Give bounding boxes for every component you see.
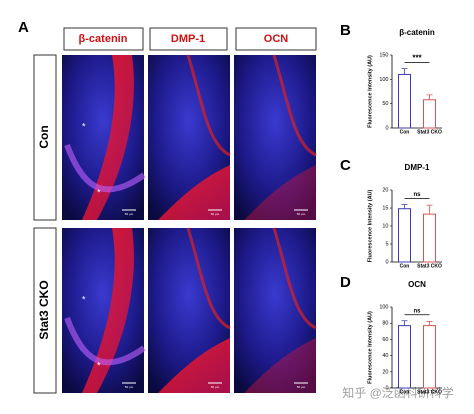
- significance-label: ns: [413, 192, 421, 198]
- header-box: [149, 27, 228, 51]
- red-edge: [272, 54, 317, 157]
- x-tick-label: Con: [400, 389, 410, 395]
- red-stain: [158, 338, 230, 393]
- error-bar: [426, 204, 433, 215]
- red-edge: [186, 54, 231, 157]
- y-tick-label: 20: [382, 369, 388, 375]
- bar: [423, 99, 436, 129]
- chart-title: β-catenin: [399, 28, 435, 37]
- panel-label: C: [340, 157, 351, 174]
- y-tick-label: 0: [385, 259, 388, 265]
- header-box: [63, 27, 144, 51]
- x-tick-label: Stat3 CKO: [417, 389, 442, 395]
- chart-title: DMP-1: [405, 163, 430, 172]
- header-box: [235, 27, 317, 51]
- image-marker: *: [97, 360, 101, 370]
- column-header: β-catenin: [79, 33, 128, 45]
- y-tick-label: 20: [382, 187, 388, 193]
- error-bar: [426, 321, 433, 326]
- scale-bar-label: 50 μm: [125, 385, 134, 389]
- red-stain: [82, 55, 134, 220]
- x-tick-label: Con: [400, 129, 410, 135]
- watermark: 知乎 @泛函科研科学: [342, 385, 454, 400]
- x-tick-label: Stat3 CKO: [417, 263, 442, 269]
- micrographs: 50 μm * * 50 μm 50 μm 50 μm * * 50 μm 50 μm: [62, 54, 317, 393]
- panel-a: A β-catenin DMP-1 OCN Con Stat3 CKO 50 μ…: [18, 19, 317, 394]
- image-marker: *: [82, 121, 86, 131]
- panel-label: A: [18, 19, 29, 36]
- y-axis-label: Fluorescence Intensity (AU): [367, 311, 373, 384]
- scale-bar-label: 50 μm: [297, 385, 306, 389]
- red-stain: [158, 165, 230, 220]
- y-tick-label: 50: [382, 101, 388, 107]
- y-tick-label: 150: [379, 52, 388, 58]
- red-edge: [272, 227, 317, 330]
- error-bar: [401, 68, 408, 75]
- row-label: Stat3 CKO: [37, 280, 51, 339]
- red-stain: [244, 165, 316, 220]
- image-marker: *: [82, 294, 86, 304]
- y-axis-label: Fluorescence Intensity (AU): [367, 189, 373, 262]
- column-header: DMP-1: [171, 33, 205, 45]
- error-bar: [426, 94, 433, 100]
- y-tick-label: 40: [382, 353, 388, 359]
- y-tick-label: 100: [379, 77, 388, 83]
- scale-bar-label: 50 μm: [211, 212, 220, 216]
- row-box: [33, 227, 57, 394]
- bar: [423, 213, 436, 263]
- bar: [423, 325, 436, 389]
- magenta-band: [64, 316, 146, 366]
- significance-label: ns: [413, 308, 421, 314]
- magenta-band: [64, 143, 146, 193]
- scale-bar-label: 50 μm: [297, 212, 306, 216]
- red-stain: [82, 228, 134, 393]
- row-label: Con: [37, 125, 51, 148]
- error-bar: [401, 204, 408, 209]
- error-bar: [401, 320, 408, 326]
- scale-bar-label: 50 μm: [125, 212, 134, 216]
- chart-title: OCN: [408, 280, 426, 289]
- scale-bar-label: 50 μm: [211, 385, 220, 389]
- y-tick-label: 80: [382, 321, 388, 327]
- y-tick-label: 5: [385, 241, 388, 247]
- y-tick-label: 15: [382, 205, 388, 211]
- bar: [398, 208, 411, 263]
- image-marker: *: [97, 187, 101, 197]
- y-tick-label: 10: [382, 223, 388, 229]
- panel-label: B: [340, 22, 351, 39]
- y-tick-label: 60: [382, 337, 388, 343]
- x-tick-label: Con: [400, 263, 410, 269]
- bar: [398, 325, 411, 389]
- bar: [398, 73, 411, 129]
- y-tick-label: 0: [385, 125, 388, 131]
- y-tick-label: 100: [379, 304, 388, 310]
- red-edge: [186, 227, 231, 330]
- panel-label: D: [340, 274, 351, 291]
- y-tick-label: 0: [385, 385, 388, 391]
- red-stain: [244, 338, 316, 393]
- y-axis-label: Fluorescence Intensity (AU): [367, 55, 373, 128]
- row-box: [33, 54, 57, 221]
- x-tick-label: Stat3 CKO: [417, 129, 442, 135]
- column-header: OCN: [264, 33, 289, 45]
- significance-label: ***: [412, 54, 422, 63]
